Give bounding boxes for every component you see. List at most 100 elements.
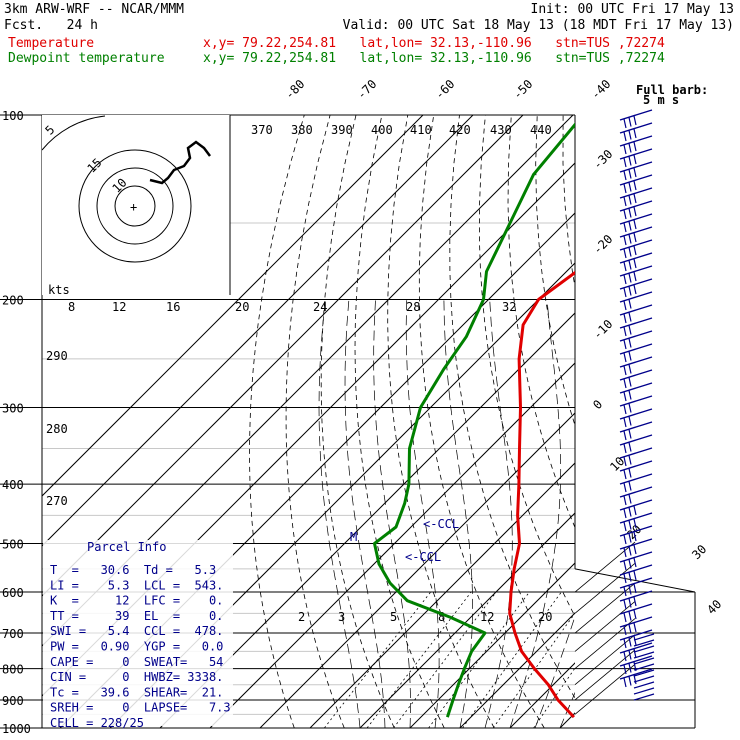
wind-barb-flag [623, 534, 627, 545]
isotherm [359, 512, 575, 728]
wind-barb-flag [628, 442, 632, 452]
wind-barb [619, 616, 653, 628]
wind-barb-flag [628, 650, 632, 660]
wind-barb [633, 675, 655, 683]
wind-barb-flag [633, 245, 637, 256]
dewpoint-profile [373, 122, 575, 718]
wind-barb-flag [628, 260, 632, 270]
wind-barb [619, 369, 653, 381]
wind-barb [619, 304, 653, 316]
wind-barb [619, 252, 653, 264]
wind-barbs [619, 109, 655, 701]
wind-barb-flag [628, 234, 632, 244]
parcel-info-line: CIN = 0 HWBZ= 3338. [50, 670, 223, 684]
wind-barb [619, 525, 653, 537]
wind-barb-flag [623, 391, 627, 402]
wind-barb [619, 109, 653, 121]
wind-barb-flag [623, 469, 627, 480]
wind-barb [619, 148, 653, 160]
wind-barb [619, 421, 653, 433]
wind-barb-flag [633, 115, 637, 126]
parcel-info-line: TT = 39 EL = 0. [50, 609, 223, 623]
wind-barb-flag [633, 544, 637, 555]
wind-barb [619, 629, 653, 641]
wind-scale-label: 24 [313, 300, 327, 314]
theta-label: 380 [291, 123, 313, 137]
isotherm [259, 412, 575, 728]
forecast-hour: Fcst. 24 h [4, 18, 98, 33]
wind-barb-flag [628, 572, 632, 582]
wind-barb-flag [623, 196, 627, 207]
hodograph-trace [149, 140, 211, 185]
wind-barb-flag [623, 118, 627, 129]
wind-barb-flag [628, 611, 632, 621]
temperature-tick-label: 0 [590, 397, 605, 412]
pressure-tick-label: 400 [2, 478, 24, 492]
wind-barb [619, 291, 653, 303]
moist-adiabat [318, 299, 361, 728]
wind-barb [619, 395, 653, 407]
isotherm-extension [574, 649, 636, 701]
wind-barb-flag [623, 508, 627, 519]
wind-barb [619, 135, 653, 147]
dry-adiabat [535, 115, 575, 427]
mixing-ratio-label: 8 [438, 610, 445, 624]
wind-scale-labels: 8 12 16 20 24 28 32 [68, 300, 516, 314]
wind-barb-flag [628, 676, 632, 686]
wind-barb-flag [623, 170, 627, 181]
temperature-tick-label: -40 [588, 77, 613, 102]
mixing-ratio-label: 3 [338, 610, 345, 624]
wind-barb-flag [633, 557, 637, 568]
dry-adiabat [718, 115, 740, 728]
wind-barb-flag [623, 651, 627, 662]
wind-barb-flag [623, 417, 627, 428]
moist-adiabat [534, 615, 575, 728]
wind-barb-flag [628, 312, 632, 322]
wind-barb-flag [623, 664, 627, 675]
theta-label: 430 [490, 123, 512, 137]
wind-barb [633, 657, 655, 665]
wind-barb-flag [623, 209, 627, 220]
init-time: Init: 00 UTC Fri 17 May 13 [530, 2, 735, 17]
temperature-tick-label: 40 [704, 597, 724, 617]
wind-barb-flag [623, 586, 627, 597]
wind-barb-flag [628, 130, 632, 140]
wind-barb-flag [628, 429, 632, 439]
wind-barb-flag [628, 143, 632, 153]
theta-label: 390 [331, 123, 353, 137]
wind-barb-flag [628, 546, 632, 556]
wind-scale-label: 32 [502, 300, 516, 314]
wind-barb-flag [633, 232, 637, 243]
hodograph-ring [96, 167, 174, 245]
wind-barb-flag [623, 612, 627, 623]
dewpoint-location: x,y= 79.22,254.81 lat,lon= 32.13,-110.96… [203, 51, 665, 66]
wind-barb-flag [623, 365, 627, 376]
wind-barb-flag [633, 141, 637, 152]
temperature-tick-label: 30 [689, 542, 709, 562]
wind-barb-flag [633, 271, 637, 282]
dry-adiabat [667, 115, 740, 728]
wind-barb-flag [623, 638, 627, 649]
wind-scale-label: 20 [235, 300, 249, 314]
wind-barb [619, 356, 653, 368]
wind-barb [633, 669, 655, 677]
wind-barb [619, 122, 653, 134]
wind-barb-flag [633, 570, 637, 581]
parcel-info-line: T = 30.6 Td = 5.3 [50, 563, 216, 577]
isotherm-extension [574, 618, 636, 669]
temperature-tick-label: -30 [590, 147, 615, 172]
wind-barb [633, 681, 655, 689]
wind-barb [619, 174, 653, 186]
isotherm [309, 462, 575, 728]
wind-barb-flag [623, 222, 627, 233]
wind-barb [619, 330, 653, 342]
wind-barb-flag [628, 468, 632, 478]
dry-adiabat [387, 115, 495, 728]
isotherm [42, 115, 524, 597]
parcel-info-line: CELL = 228/25 [50, 716, 144, 730]
wind-barb-flag [623, 183, 627, 194]
wind-barb [619, 187, 653, 199]
isotherm-extension [574, 664, 636, 715]
m-marker: M [350, 530, 357, 544]
isotherm-extension [574, 563, 636, 614]
